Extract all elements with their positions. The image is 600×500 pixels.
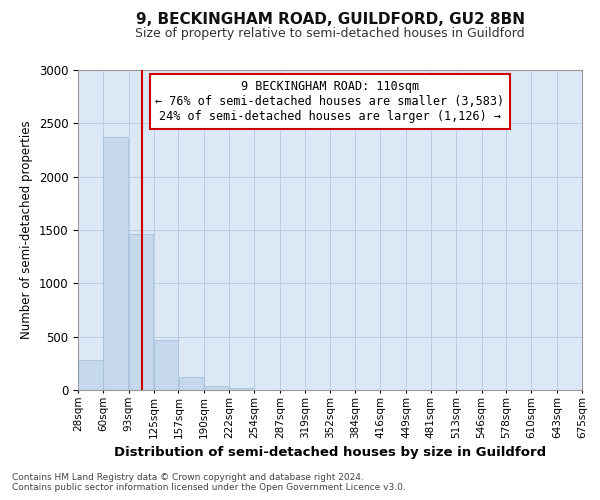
- Bar: [205, 386, 229, 390]
- Bar: [154, 340, 178, 390]
- Text: Size of property relative to semi-detached houses in Guildford: Size of property relative to semi-detach…: [135, 28, 525, 40]
- Bar: [229, 388, 254, 390]
- Bar: [103, 137, 128, 390]
- Bar: [129, 234, 153, 390]
- Text: Contains public sector information licensed under the Open Government Licence v3: Contains public sector information licen…: [12, 484, 406, 492]
- Text: 9, BECKINGHAM ROAD, GUILDFORD, GU2 8BN: 9, BECKINGHAM ROAD, GUILDFORD, GU2 8BN: [136, 12, 524, 28]
- Text: 9 BECKINGHAM ROAD: 110sqm
← 76% of semi-detached houses are smaller (3,583)
24% : 9 BECKINGHAM ROAD: 110sqm ← 76% of semi-…: [155, 80, 505, 122]
- X-axis label: Distribution of semi-detached houses by size in Guildford: Distribution of semi-detached houses by …: [114, 446, 546, 459]
- Text: Contains HM Land Registry data © Crown copyright and database right 2024.: Contains HM Land Registry data © Crown c…: [12, 472, 364, 482]
- Y-axis label: Number of semi-detached properties: Number of semi-detached properties: [20, 120, 33, 340]
- Bar: [179, 376, 204, 390]
- Bar: [79, 360, 103, 390]
